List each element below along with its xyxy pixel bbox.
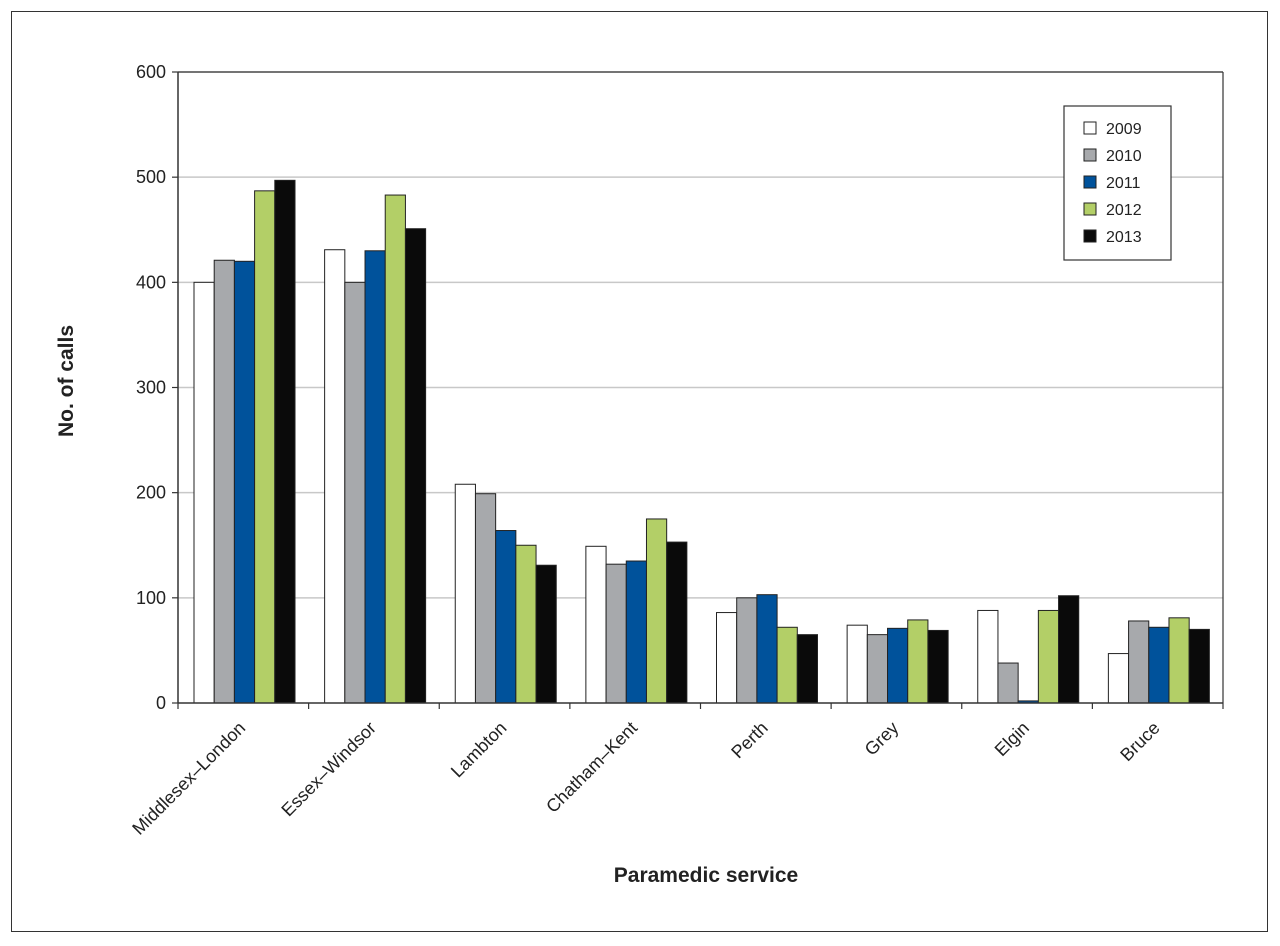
bar-2010-2 xyxy=(474,493,497,704)
bar-2012-5 xyxy=(907,619,929,704)
y-tick-label: 0 xyxy=(156,693,166,713)
bar-2011-4 xyxy=(756,594,778,704)
bars xyxy=(193,179,1210,704)
bar-2009-0 xyxy=(193,281,215,704)
bar-2011-1 xyxy=(364,250,386,704)
legend-swatch-2013 xyxy=(1083,229,1097,243)
bar-2012-6 xyxy=(1037,609,1060,704)
bar-2013-6 xyxy=(1058,595,1080,704)
bar-2009-2 xyxy=(454,483,476,704)
y-tick-label: 100 xyxy=(136,588,166,608)
x-tick-label: Perth xyxy=(727,718,772,763)
y-tick-label: 600 xyxy=(136,62,166,82)
legend-swatch-2009 xyxy=(1083,121,1097,135)
legend-swatch-2012 xyxy=(1083,202,1097,216)
bar-2012-7 xyxy=(1168,617,1190,704)
legend-label-2013: 2013 xyxy=(1106,229,1142,246)
chart-frame xyxy=(11,11,1268,932)
y-tick-label: 500 xyxy=(136,167,166,187)
bar-2012-1 xyxy=(384,194,406,704)
bar-2013-1 xyxy=(404,228,427,704)
bar-2010-5 xyxy=(866,634,889,704)
legend-label-2010: 2010 xyxy=(1106,148,1142,165)
bar-2010-1 xyxy=(344,281,366,704)
x-tick-label: Chatham–Kent xyxy=(542,718,641,817)
bar-2013-4 xyxy=(796,634,818,704)
legend-swatch-2011 xyxy=(1083,175,1097,189)
bar-2009-5 xyxy=(846,624,868,704)
legend-box xyxy=(1063,105,1172,261)
bar-2012-2 xyxy=(515,544,537,704)
bar-2011-5 xyxy=(887,627,909,704)
legend: 2009 2010 2011 2012 2013 xyxy=(1063,105,1172,261)
x-tick-label: Lambton xyxy=(447,718,511,782)
x-tick-label: Bruce xyxy=(1116,718,1163,765)
bar-2011-7 xyxy=(1148,626,1170,704)
x-tick-label: Essex–Windsor xyxy=(277,718,380,821)
bar-2013-5 xyxy=(927,629,949,704)
axes xyxy=(177,71,1224,709)
bar-2009-6 xyxy=(977,609,999,704)
bar-2011-3 xyxy=(625,560,647,704)
bar-2013-7 xyxy=(1188,628,1210,704)
bar-2012-0 xyxy=(254,190,276,704)
legend-label-2012: 2012 xyxy=(1106,202,1142,219)
legend-label-2011: 2011 xyxy=(1106,175,1141,192)
bar-2013-2 xyxy=(535,564,557,704)
bar-2009-1 xyxy=(324,249,346,704)
bar-2010-6 xyxy=(997,662,1019,704)
bar-2009-7 xyxy=(1107,653,1130,704)
x-tick-labels: Middlesex–London Essex–Windsor Lambton Chat… xyxy=(128,718,1163,839)
legend-swatch-2010 xyxy=(1083,148,1097,162)
x-tick-label: Grey xyxy=(861,718,903,760)
bar-2012-3 xyxy=(645,518,668,704)
x-tick-label: Middlesex–London xyxy=(128,718,249,839)
bar-2010-4 xyxy=(736,597,758,704)
x-axis-title: Paramedic service xyxy=(614,864,798,887)
bar-2012-4 xyxy=(776,626,798,704)
bar-2010-7 xyxy=(1128,620,1150,704)
x-tick-label: Elgin xyxy=(991,718,1033,760)
bar-2013-0 xyxy=(274,179,296,704)
bar-2011-0 xyxy=(233,260,256,704)
y-axis-title: No. of calls xyxy=(55,325,78,437)
y-tick-label: 300 xyxy=(136,378,166,398)
bar-2009-4 xyxy=(716,612,738,704)
bar-2010-0 xyxy=(213,259,235,704)
y-tick-label: 400 xyxy=(136,272,166,292)
bar-2013-3 xyxy=(666,541,688,704)
bar-2009-3 xyxy=(585,545,607,704)
legend-label-2009: 2009 xyxy=(1106,121,1142,138)
bar-2011-2 xyxy=(495,530,517,704)
bar-2010-3 xyxy=(605,563,627,704)
y-tick-labels: 0 100 200 300 400 500 600 xyxy=(136,62,166,713)
y-tick-label: 200 xyxy=(136,483,166,503)
